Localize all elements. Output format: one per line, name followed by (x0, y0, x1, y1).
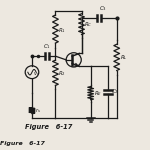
Text: $C_3$: $C_3$ (99, 4, 107, 13)
Text: $v_s$: $v_s$ (33, 70, 40, 78)
Text: $C_2$: $C_2$ (111, 88, 119, 96)
Text: $R_2$: $R_2$ (58, 69, 66, 78)
Text: $R_E$: $R_E$ (93, 89, 102, 98)
Text: Figure   6-17: Figure 6-17 (26, 124, 73, 130)
Text: $R_1$: $R_1$ (58, 26, 66, 35)
Text: $C_1$: $C_1$ (43, 43, 51, 51)
Text: Figure   6-17: Figure 6-17 (0, 141, 45, 147)
Text: $R_L$: $R_L$ (120, 53, 127, 62)
Text: $R_C$: $R_C$ (84, 20, 93, 28)
Text: $r_s$: $r_s$ (35, 106, 41, 115)
